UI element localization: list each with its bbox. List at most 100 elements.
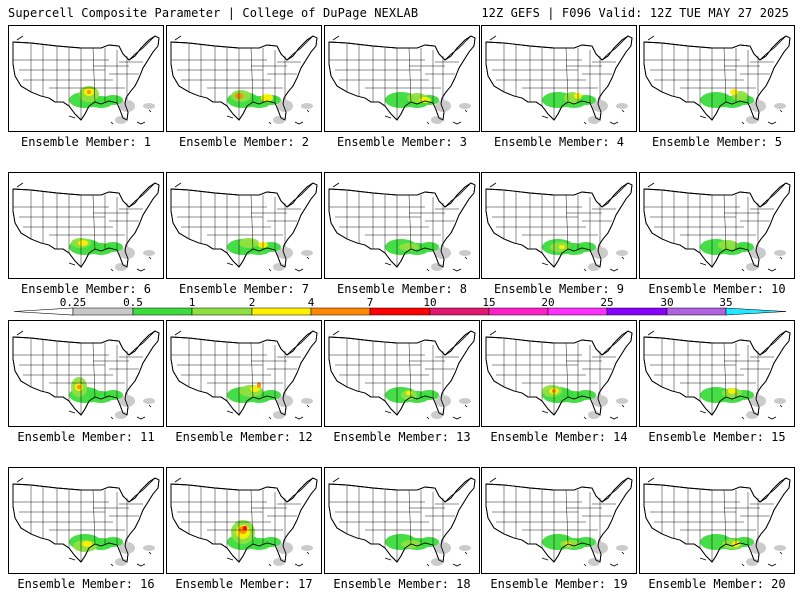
coastline	[621, 404, 625, 408]
state-border	[408, 47, 412, 103]
scp-contour	[119, 100, 135, 112]
coastline	[68, 115, 76, 119]
coastline	[268, 563, 272, 567]
scp-contour	[588, 116, 600, 124]
scp-contour	[277, 542, 293, 554]
us-map	[485, 35, 633, 125]
scp-contour	[103, 537, 123, 547]
us-map	[485, 182, 633, 272]
us-border	[328, 35, 476, 121]
member-label-4: Ensemble Member: 4	[493, 135, 625, 149]
scp-contour	[746, 116, 758, 124]
member-label-13: Ensemble Member: 13	[333, 430, 471, 444]
colorbar-left-arrow	[13, 307, 74, 316]
coastline	[110, 121, 114, 125]
coastline	[759, 330, 787, 356]
scp-contour	[774, 103, 786, 109]
colorbar-tick-label: 20	[541, 296, 554, 309]
scp-contour	[774, 250, 786, 256]
run-info: 12Z GEFS | F096 Valid: 12Z TUE MAY 27 20…	[481, 6, 789, 20]
coastline	[294, 563, 304, 567]
scp-contour	[243, 526, 247, 530]
scp-contour	[115, 116, 127, 124]
coastline	[426, 268, 430, 272]
us-border	[170, 35, 318, 121]
coastline	[741, 268, 745, 272]
coastline	[226, 115, 234, 119]
us-border	[12, 35, 160, 121]
scp-contour	[273, 558, 285, 566]
member-map-16	[8, 467, 164, 574]
coastline	[268, 121, 272, 125]
scp-contour	[82, 541, 92, 547]
coastline	[759, 477, 787, 503]
member-label-2: Ensemble Member: 2	[178, 135, 310, 149]
scp-contour	[750, 247, 766, 259]
us-map	[643, 35, 791, 125]
scp-contour	[576, 537, 596, 547]
scp-contour	[431, 263, 443, 271]
member-map-11	[8, 320, 164, 427]
coastline	[583, 268, 587, 272]
page-title: Supercell Composite Parameter | College …	[8, 6, 419, 20]
us-border	[328, 477, 476, 563]
coastline	[174, 477, 182, 483]
coastline	[621, 109, 625, 113]
scp-contour	[143, 545, 155, 551]
us-border	[643, 35, 791, 121]
colorbar-tick-label: 25	[600, 296, 613, 309]
coastline	[583, 121, 587, 125]
coastline	[174, 330, 182, 336]
member-map-8	[324, 172, 480, 279]
colorbar-segment	[666, 307, 727, 316]
coastline	[136, 121, 146, 125]
coastline	[128, 330, 156, 356]
coastline	[767, 121, 777, 125]
colorbar-segment	[488, 307, 549, 316]
colorbar-segment	[429, 307, 490, 316]
colorbar-segment	[369, 307, 431, 316]
state-border	[408, 489, 412, 545]
us-border	[170, 182, 318, 268]
coastline	[226, 557, 234, 561]
scp-contour	[115, 263, 127, 271]
scp-contour	[301, 545, 313, 551]
scp-contour	[734, 242, 754, 252]
scp-contour	[115, 558, 127, 566]
colorbar-segment	[310, 307, 371, 316]
coastline	[699, 557, 707, 561]
member-map-20	[639, 467, 795, 574]
coastline	[452, 416, 462, 420]
scp-contour	[77, 385, 81, 389]
state-border	[408, 194, 412, 250]
us-border	[328, 330, 476, 416]
coastline	[621, 256, 625, 260]
us-border	[485, 35, 633, 121]
coastline	[426, 121, 430, 125]
coastline	[583, 416, 587, 420]
member-label-18: Ensemble Member: 18	[333, 577, 471, 591]
coastline	[601, 477, 629, 503]
coastline	[741, 563, 745, 567]
coastline	[541, 557, 549, 561]
scp-contour	[576, 242, 596, 252]
scp-contour	[239, 238, 259, 248]
coastline	[384, 262, 392, 266]
us-map	[170, 330, 318, 420]
scp-contour	[115, 411, 127, 419]
coastline	[601, 35, 629, 61]
scp-contour	[435, 100, 451, 112]
coastline	[294, 268, 304, 272]
colorbar-segment	[132, 307, 193, 316]
colorbar-tick-label: 30	[660, 296, 673, 309]
colorbar-tick-label: 7	[367, 296, 374, 309]
member-map-13	[324, 320, 480, 427]
coastline	[699, 262, 707, 266]
scp-contour	[746, 411, 758, 419]
us-border	[12, 477, 160, 563]
scp-contour	[746, 558, 758, 566]
coastline	[174, 182, 182, 188]
colorbar-right-arrow	[725, 307, 787, 316]
scp-contour	[730, 89, 738, 95]
coastline	[647, 182, 655, 188]
